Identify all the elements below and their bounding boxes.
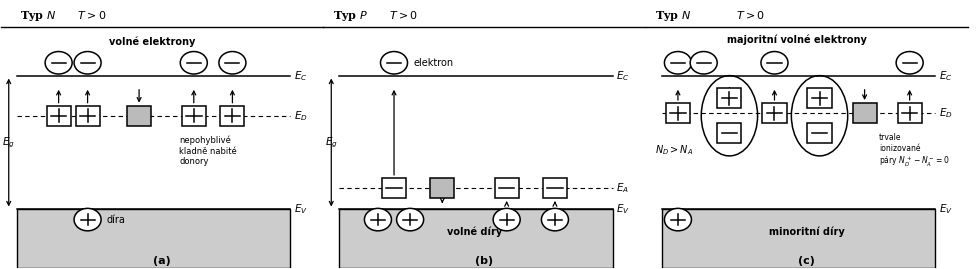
- Bar: [220, 106, 244, 126]
- Bar: [542, 178, 567, 198]
- Text: (b): (b): [475, 256, 492, 266]
- Text: majoritní volné elektrony: majoritní volné elektrony: [726, 34, 866, 45]
- Text: $E_V$: $E_V$: [616, 203, 629, 216]
- Text: $E_g$: $E_g$: [324, 135, 337, 150]
- Bar: [127, 106, 151, 126]
- Circle shape: [364, 208, 391, 231]
- Bar: [762, 103, 786, 123]
- Text: (c): (c): [797, 256, 814, 266]
- Bar: [716, 123, 741, 143]
- Circle shape: [397, 208, 423, 231]
- Bar: [494, 178, 518, 198]
- Circle shape: [690, 52, 716, 74]
- Bar: [897, 103, 920, 123]
- Text: Typ $N$            $T > 0$: Typ $N$ $T > 0$: [655, 9, 765, 23]
- Bar: [182, 106, 205, 126]
- Bar: [852, 103, 875, 123]
- Bar: [382, 178, 405, 198]
- Circle shape: [663, 52, 691, 74]
- Text: minoritní díry: minoritní díry: [768, 227, 844, 238]
- Text: $N_D > N_A$: $N_D > N_A$: [655, 144, 693, 157]
- Circle shape: [380, 52, 407, 74]
- Text: (a): (a): [152, 256, 170, 266]
- Circle shape: [541, 208, 568, 231]
- Text: $E_D$: $E_D$: [938, 106, 952, 120]
- Text: $E_D$: $E_D$: [293, 109, 307, 123]
- Text: $E_V$: $E_V$: [938, 203, 952, 216]
- Circle shape: [663, 208, 691, 231]
- Text: díra: díra: [106, 215, 126, 225]
- Circle shape: [74, 208, 101, 231]
- Bar: [339, 210, 613, 268]
- Circle shape: [760, 52, 787, 74]
- Text: $E_A$: $E_A$: [616, 181, 628, 195]
- Bar: [430, 178, 454, 198]
- Bar: [807, 123, 830, 143]
- Text: volné díry: volné díry: [446, 227, 501, 238]
- Circle shape: [492, 208, 520, 231]
- Text: nepohyblivé
kladně nabité
donory: nepohyblivé kladně nabité donory: [179, 136, 236, 166]
- Bar: [661, 210, 934, 268]
- Text: trvale
ionizované
páry $N_D^+ - N_A^- = 0$: trvale ionizované páry $N_D^+ - N_A^- = …: [878, 133, 949, 169]
- Text: $E_C$: $E_C$: [616, 69, 629, 83]
- Bar: [716, 88, 741, 108]
- Text: $E_C$: $E_C$: [938, 69, 952, 83]
- Bar: [47, 106, 70, 126]
- Bar: [807, 88, 830, 108]
- Text: Typ $N$      $T > 0$: Typ $N$ $T > 0$: [20, 9, 106, 23]
- Text: elektron: elektron: [413, 58, 453, 68]
- Bar: [17, 210, 290, 268]
- Text: $E_C$: $E_C$: [293, 69, 307, 83]
- Bar: [75, 106, 100, 126]
- Text: Typ $P$      $T > 0$: Typ $P$ $T > 0$: [332, 9, 417, 23]
- Circle shape: [74, 52, 101, 74]
- Circle shape: [180, 52, 207, 74]
- Circle shape: [219, 52, 245, 74]
- Text: $E_V$: $E_V$: [293, 203, 307, 216]
- Text: volné elektrony: volné elektrony: [108, 37, 195, 47]
- Text: $E_g$: $E_g$: [2, 135, 16, 150]
- Circle shape: [895, 52, 922, 74]
- Bar: [665, 103, 690, 123]
- Circle shape: [45, 52, 72, 74]
